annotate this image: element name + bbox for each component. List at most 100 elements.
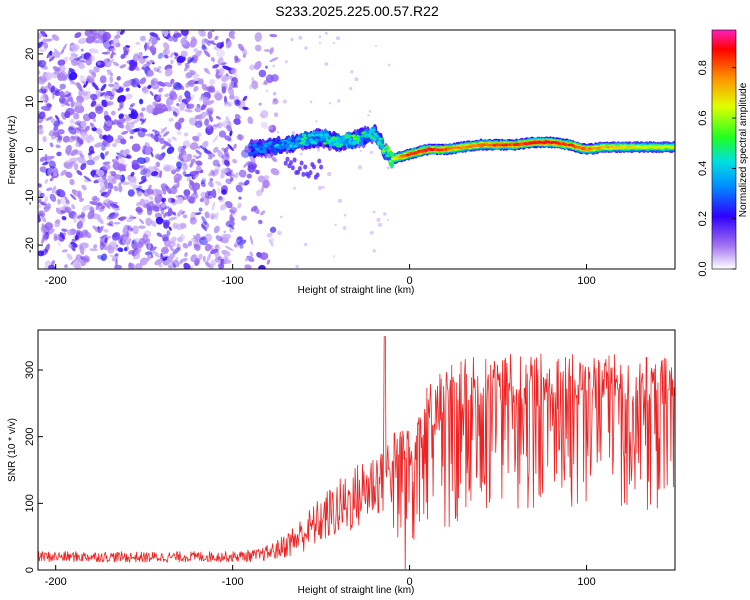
- ridge-mark: [374, 134, 379, 138]
- noise-blob: [129, 135, 134, 140]
- noise-blob: [61, 215, 67, 221]
- x-tick-label: 100: [577, 275, 595, 287]
- noise-blob: [70, 193, 77, 200]
- noise-blob: [135, 81, 140, 86]
- ridge-mark: [301, 171, 306, 177]
- noise-blob: [216, 122, 223, 129]
- noise-blob: [97, 32, 103, 41]
- noise-blob: [152, 205, 160, 212]
- noise-blob: [203, 49, 211, 58]
- ridge-mark: [378, 137, 383, 141]
- noise-blob: [66, 229, 73, 236]
- noise-blob: [176, 103, 180, 107]
- noise-blob: [358, 165, 363, 170]
- noise-blob: [156, 154, 163, 161]
- noise-blob: [82, 90, 92, 101]
- noise-blob: [215, 115, 222, 120]
- noise-blob: [138, 51, 144, 61]
- noise-blob: [114, 138, 120, 144]
- noise-blob: [65, 107, 75, 116]
- noise-blob: [272, 64, 275, 68]
- noise-blob: [176, 55, 186, 64]
- ridge-mark: [362, 132, 368, 136]
- noise-blob: [44, 243, 50, 253]
- noise-blob: [177, 62, 182, 66]
- noise-blob: [44, 178, 49, 184]
- noise-blob: [55, 115, 60, 121]
- ridge-mark: [296, 137, 301, 141]
- noise-blob: [209, 78, 216, 86]
- noise-blob: [183, 132, 189, 137]
- noise-blob: [147, 243, 151, 251]
- noise-blob: [52, 92, 55, 100]
- noise-blob: [199, 95, 206, 102]
- noise-blob: [173, 81, 182, 91]
- noise-blob: [77, 38, 88, 44]
- ridge-mark: [312, 164, 316, 170]
- noise-blob: [222, 65, 232, 71]
- ridge-mark: [256, 142, 261, 146]
- y-tick-label: 300: [24, 361, 36, 379]
- y-tick-label: -20: [24, 237, 36, 253]
- noise-blob: [318, 35, 322, 38]
- noise-blob: [195, 135, 200, 140]
- noise-blob: [218, 130, 227, 138]
- noise-blob: [175, 32, 182, 38]
- noise-blob: [57, 59, 66, 66]
- noise-blob: [253, 207, 260, 215]
- noise-blob: [94, 142, 104, 148]
- noise-blob: [333, 255, 335, 258]
- noise-blob: [81, 80, 87, 85]
- noise-blob: [88, 48, 99, 54]
- noise-blob: [131, 143, 141, 152]
- noise-blob: [159, 137, 165, 144]
- noise-blob: [71, 81, 80, 87]
- noise-blob: [76, 156, 86, 164]
- noise-blob: [50, 260, 56, 267]
- noise-blob: [195, 212, 202, 215]
- ridge-mark: [385, 154, 390, 158]
- noise-blob: [372, 249, 376, 253]
- noise-blob: [131, 159, 138, 166]
- noise-blob: [83, 175, 92, 182]
- noise-blob: [228, 32, 234, 39]
- noise-blob: [147, 69, 154, 77]
- noise-blob: [161, 197, 167, 203]
- noise-blob: [75, 191, 79, 197]
- noise-blob: [38, 48, 47, 52]
- noise-blob: [130, 171, 135, 177]
- noise-blob: [248, 84, 253, 90]
- noise-blob: [194, 258, 200, 267]
- noise-blob: [210, 212, 217, 218]
- noise-blob: [268, 183, 271, 186]
- noise-blob: [180, 39, 187, 45]
- noise-blob: [38, 199, 42, 204]
- noise-blob: [130, 120, 138, 125]
- noise-blob: [153, 165, 161, 173]
- x-tick-label: 0: [407, 576, 413, 588]
- noise-blob: [90, 93, 98, 101]
- noise-blob: [89, 122, 95, 129]
- noise-blob: [138, 225, 146, 230]
- noise-blob: [260, 121, 268, 129]
- noise-blob: [38, 125, 44, 135]
- noise-blob: [170, 59, 174, 65]
- noise-blob: [178, 95, 183, 103]
- noise-blob: [204, 197, 210, 206]
- noise-blob: [92, 118, 96, 123]
- x-tick-label: -100: [222, 576, 244, 588]
- noise-blob: [257, 175, 265, 183]
- noise-blob: [49, 50, 53, 56]
- noise-blob: [251, 80, 259, 90]
- noise-blob: [125, 45, 131, 48]
- noise-blob: [112, 142, 117, 148]
- noise-blob: [113, 221, 121, 225]
- ridge-mark: [289, 160, 293, 166]
- noise-blob: [53, 235, 58, 242]
- noise-blob: [67, 96, 74, 103]
- noise-blob: [387, 218, 389, 221]
- noise-blob: [186, 57, 195, 65]
- noise-blob: [298, 35, 303, 40]
- noise-blob: [184, 95, 192, 103]
- noise-blob: [111, 50, 116, 56]
